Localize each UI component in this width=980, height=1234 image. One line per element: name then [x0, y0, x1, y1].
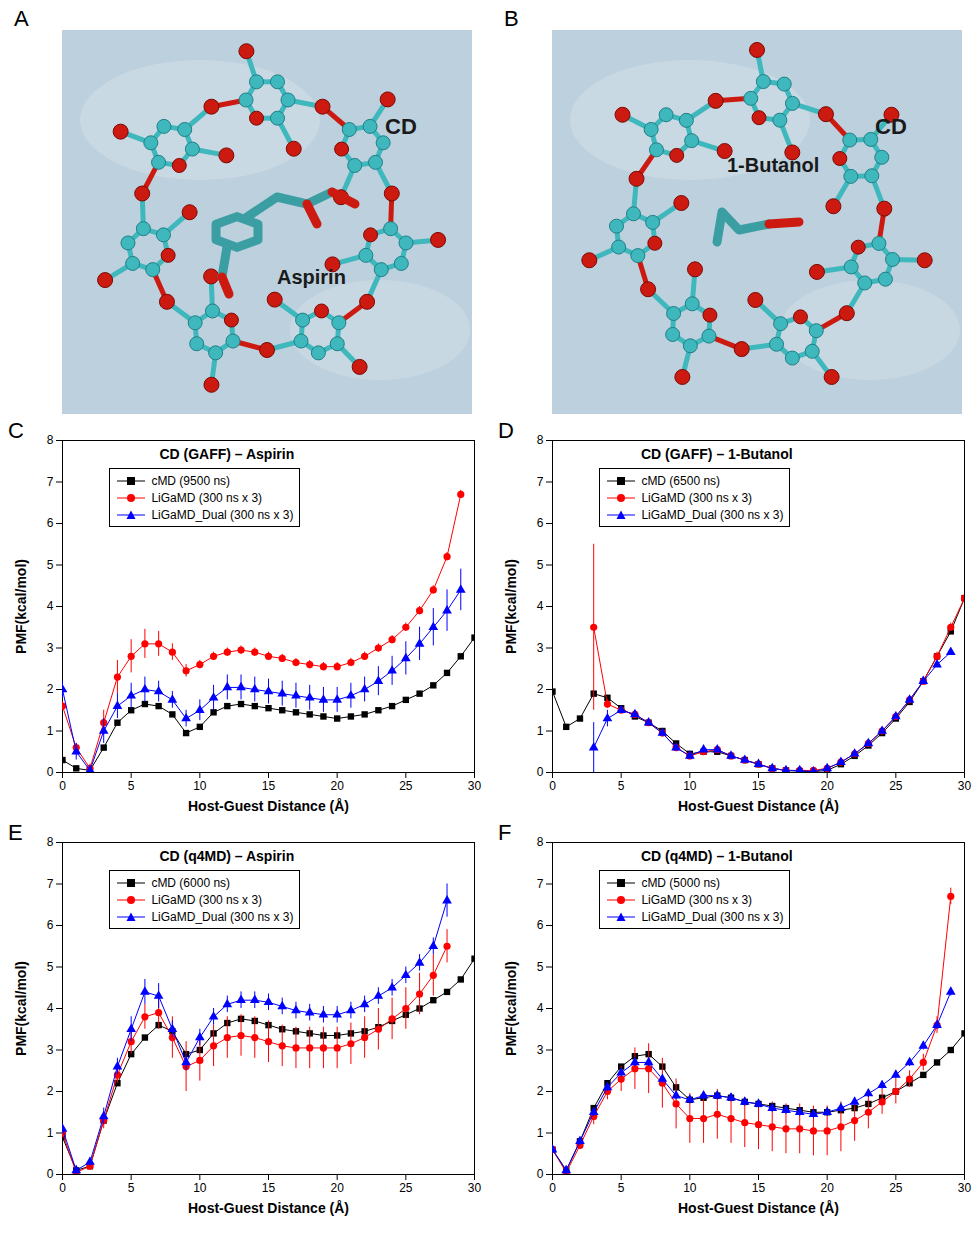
svg-text:8: 8	[47, 835, 54, 849]
svg-text:10: 10	[683, 1181, 697, 1195]
svg-text:0: 0	[549, 779, 556, 793]
svg-text:7: 7	[47, 877, 54, 891]
svg-text:6: 6	[537, 918, 544, 932]
svg-text:7: 7	[537, 877, 544, 891]
svg-text:2: 2	[537, 682, 544, 696]
svg-text:5: 5	[47, 960, 54, 974]
html-text:LiGaMD_Dual (300 ns x 3): LiGaMD_Dual (300 ns x 3)	[151, 507, 294, 522]
svg-text:1: 1	[537, 1126, 544, 1140]
html-text:cMD (6500 ns): cMD (6500 ns)	[641, 473, 721, 488]
svg-text:7: 7	[537, 475, 544, 489]
svg-text:5: 5	[618, 779, 625, 793]
svg-text:3: 3	[47, 1043, 54, 1057]
svg-text:25: 25	[399, 779, 413, 793]
svg-text:1: 1	[47, 724, 54, 738]
html-text:cMD (5000 ns): cMD (5000 ns)	[641, 875, 721, 890]
svg-text:0: 0	[47, 1167, 54, 1181]
html-text:CD (q4MD) – Aspirin: CD (q4MD) – Aspirin	[159, 848, 295, 864]
svg-text:Aspirin: Aspirin	[277, 266, 346, 288]
html-text:cMD (6000 ns): cMD (6000 ns)	[151, 875, 231, 890]
svg-text:2: 2	[47, 1084, 54, 1098]
svg-text:20: 20	[820, 1181, 834, 1195]
svg-text:1-Butanol: 1-Butanol	[727, 154, 819, 176]
svg-text:3: 3	[47, 641, 54, 655]
svg-text:1: 1	[537, 724, 544, 738]
svg-text:3: 3	[537, 641, 544, 655]
svg-text:4: 4	[537, 1001, 544, 1015]
html-text:CD (q4MD) – 1-Butanol: CD (q4MD) – 1-Butanol	[641, 848, 793, 864]
svg-text:25: 25	[889, 779, 903, 793]
html-text:LiGaMD (300 ns x 3): LiGaMD (300 ns x 3)	[151, 490, 263, 505]
svg-text:PMF(kcal/mol): PMF(kcal/mol)	[503, 961, 519, 1056]
svg-text:30: 30	[468, 779, 482, 793]
html-text:CD (GAFF) – 1-Butanol: CD (GAFF) – 1-Butanol	[641, 446, 793, 462]
svg-text:20: 20	[820, 779, 834, 793]
svg-text:0: 0	[47, 765, 54, 779]
svg-text:Host-Guest Distance (Å): Host-Guest Distance (Å)	[188, 798, 349, 814]
svg-text:10: 10	[683, 779, 697, 793]
svg-text:10: 10	[193, 1181, 207, 1195]
svg-text:0: 0	[59, 1181, 66, 1195]
svg-text:15: 15	[752, 1181, 766, 1195]
svg-text:20: 20	[330, 779, 344, 793]
svg-text:8: 8	[537, 433, 544, 447]
svg-text:2: 2	[537, 1084, 544, 1098]
svg-text:3: 3	[537, 1043, 544, 1057]
svg-text:4: 4	[47, 599, 54, 613]
html-text:E: E	[8, 820, 23, 845]
html-text:LiGaMD_Dual (300 ns x 3): LiGaMD_Dual (300 ns x 3)	[151, 909, 294, 924]
svg-text:30: 30	[958, 779, 972, 793]
svg-text:PMF(kcal/mol): PMF(kcal/mol)	[13, 559, 29, 654]
svg-text:CD: CD	[875, 114, 907, 139]
svg-text:5: 5	[128, 779, 135, 793]
svg-text:6: 6	[537, 516, 544, 530]
svg-text:Host-Guest Distance (Å): Host-Guest Distance (Å)	[678, 798, 839, 814]
html-text:CD (GAFF) – Aspirin: CD (GAFF) – Aspirin	[159, 446, 295, 462]
html-text:LiGaMD_Dual (300 ns x 3): LiGaMD_Dual (300 ns x 3)	[641, 909, 784, 924]
svg-text:5: 5	[618, 1181, 625, 1195]
svg-text:A: A	[14, 6, 29, 31]
html-text:C: C	[8, 418, 24, 443]
svg-text:PMF(kcal/mol): PMF(kcal/mol)	[503, 559, 519, 654]
svg-text:25: 25	[399, 1181, 413, 1195]
svg-text:5: 5	[537, 558, 544, 572]
svg-text:5: 5	[47, 558, 54, 572]
html-text:LiGaMD (300 ns x 3): LiGaMD (300 ns x 3)	[641, 490, 753, 505]
html-text:LiGaMD (300 ns x 3): LiGaMD (300 ns x 3)	[641, 892, 753, 907]
svg-text:7: 7	[47, 475, 54, 489]
svg-text:20: 20	[330, 1181, 344, 1195]
svg-text:1: 1	[47, 1126, 54, 1140]
html-text:D: D	[498, 418, 514, 443]
svg-text:8: 8	[47, 433, 54, 447]
svg-text:6: 6	[47, 516, 54, 530]
svg-text:5: 5	[537, 960, 544, 974]
svg-text:PMF(kcal/mol): PMF(kcal/mol)	[13, 961, 29, 1056]
html-text:LiGaMD (300 ns x 3): LiGaMD (300 ns x 3)	[151, 892, 263, 907]
svg-text:10: 10	[193, 779, 207, 793]
html-text:cMD (9500 ns): cMD (9500 ns)	[151, 473, 231, 488]
svg-text:2: 2	[47, 682, 54, 696]
svg-text:4: 4	[47, 1001, 54, 1015]
svg-text:4: 4	[537, 599, 544, 613]
svg-text:5: 5	[128, 1181, 135, 1195]
svg-text:0: 0	[537, 765, 544, 779]
svg-text:0: 0	[537, 1167, 544, 1181]
svg-text:15: 15	[262, 779, 276, 793]
svg-text:Host-Guest Distance (Å): Host-Guest Distance (Å)	[188, 1200, 349, 1216]
svg-text:0: 0	[549, 1181, 556, 1195]
svg-text:25: 25	[889, 1181, 903, 1195]
svg-text:B: B	[504, 6, 519, 31]
svg-text:8: 8	[537, 835, 544, 849]
svg-text:15: 15	[262, 1181, 276, 1195]
svg-text:CD: CD	[385, 114, 417, 139]
svg-text:6: 6	[47, 918, 54, 932]
html-text:LiGaMD_Dual (300 ns x 3): LiGaMD_Dual (300 ns x 3)	[641, 507, 784, 522]
svg-text:15: 15	[752, 779, 766, 793]
html-text:F: F	[498, 820, 512, 845]
svg-text:30: 30	[958, 1181, 972, 1195]
svg-text:30: 30	[468, 1181, 482, 1195]
svg-text:0: 0	[59, 779, 66, 793]
svg-text:Host-Guest Distance (Å): Host-Guest Distance (Å)	[678, 1200, 839, 1216]
